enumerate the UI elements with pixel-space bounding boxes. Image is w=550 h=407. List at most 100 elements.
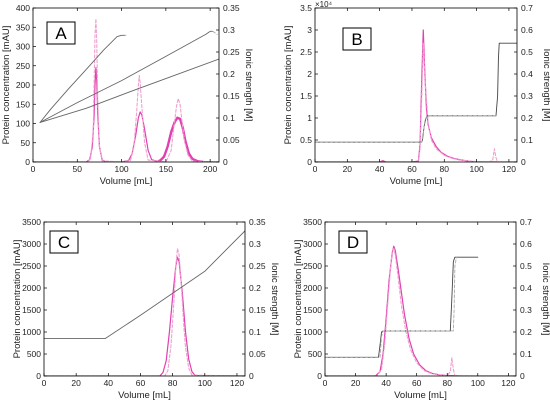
x-tick-label: 120 <box>230 378 244 388</box>
x-tick-label: 0 <box>323 378 328 388</box>
x-axis-label: Volume [mL] <box>100 176 153 187</box>
x-tick-label: 200 <box>203 164 217 174</box>
y-axis-label: Protein concentration [mAU] <box>12 240 23 359</box>
panel-C: 0 20 40 60 80 100 120 0 500 1000 1500 2000 2500 3000 3… <box>12 217 280 401</box>
y-right-tick-label: 0.2 <box>520 327 532 337</box>
y-right-axis-label: Ionic strength [M] <box>243 49 254 122</box>
ionic-strength-line-ionic-dashed <box>212 30 218 35</box>
y-tick-label: 500 <box>308 349 322 359</box>
panel-B: 0 20 40 60 80 100 120 0 0.5 1 1.5 2 2.5 3 3.5 0 0.1 0.2 0.… <box>283 0 550 187</box>
protein-line-protein-solid <box>44 256 245 376</box>
y-right-tick-label: 0.2 <box>223 69 235 79</box>
y-right-tick-label: 0 <box>521 157 526 167</box>
y-right-axis-label: Ionic strength [M] <box>269 263 280 336</box>
y-tick-label: 200 <box>16 80 30 90</box>
x-tick-label: 100 <box>198 378 212 388</box>
y-tick-label: 0 <box>317 371 322 381</box>
x-tick-label: 60 <box>407 164 417 174</box>
protein-line-protein-dashed <box>33 18 219 162</box>
y-right-tick-label: 0.6 <box>520 239 532 249</box>
x-tick-label: 80 <box>440 164 450 174</box>
x-tick-label: 40 <box>381 378 391 388</box>
protein-line-protein-solid <box>325 245 516 376</box>
y-tick-label: 2000 <box>22 283 41 293</box>
y-tick-label: 2500 <box>22 261 41 271</box>
y-tick-label: 350 <box>16 22 30 32</box>
y-tick-label: 150 <box>16 99 30 109</box>
y-right-tick-label: 0.1 <box>249 327 261 337</box>
x-tick-label: 60 <box>412 378 422 388</box>
panel-letter: A <box>55 24 67 43</box>
y-tick-label: 3 <box>307 25 312 35</box>
y-right-axis-label: Ionic strength [M] <box>540 263 550 336</box>
y-axis-label: Protein concentration [mAU] <box>293 240 304 359</box>
x-axis-label: Volume [mL] <box>118 390 171 401</box>
y-right-tick-label: 0.35 <box>223 3 240 13</box>
x-tick-label: 60 <box>136 378 146 388</box>
panel-A: 0 50 100 150 200 0 50 100 150 200 250 300 350 400 0 0.0… <box>1 3 254 187</box>
ionic-strength-line-ionic-line <box>39 58 219 123</box>
y-tick-label: 1500 <box>303 305 322 315</box>
y-right-tick-label: 0.4 <box>520 283 532 293</box>
x-axis-label: Volume [mL] <box>390 176 443 187</box>
y-right-tick-label: 0.7 <box>521 3 533 13</box>
ionic-strength-line-ionic-line <box>39 34 126 123</box>
y-right-tick-label: 0 <box>223 157 228 167</box>
y-tick-label: 2 <box>307 69 312 79</box>
ionic-strength-line-ionic-dashed <box>315 115 497 143</box>
y-right-tick-label: 0.4 <box>521 69 533 79</box>
x-tick-label: 100 <box>470 164 484 174</box>
protein-line-protein-solid-bold <box>157 116 205 162</box>
x-tick-label: 100 <box>471 378 485 388</box>
x-tick-label: 50 <box>73 164 83 174</box>
x-tick-label: 80 <box>168 378 178 388</box>
y-right-tick-label: 0.15 <box>223 91 240 101</box>
y-tick-label: 0 <box>307 157 312 167</box>
panel-letter-box <box>338 230 368 254</box>
y-tick-label: 2000 <box>303 283 322 293</box>
y-tick-label: 0.5 <box>300 135 312 145</box>
ionic-strength-line-ionic-line <box>44 230 245 340</box>
y-tick-label: 300 <box>16 42 30 52</box>
y-tick-label: 2.5 <box>300 47 312 57</box>
y-right-tick-label: 0.15 <box>249 305 266 315</box>
y-tick-label: 2500 <box>303 261 322 271</box>
y-tick-label: 1000 <box>303 327 322 337</box>
y-right-tick-label: 0.1 <box>520 349 532 359</box>
y-right-tick-label: 0.3 <box>223 25 235 35</box>
y-right-tick-label: 0.25 <box>249 261 266 271</box>
x-tick-label: 120 <box>502 164 516 174</box>
y-tick-label: 3500 <box>303 217 322 227</box>
panel-letter: C <box>58 233 70 252</box>
y-right-tick-label: 0 <box>520 371 525 381</box>
x-tick-label: 40 <box>375 164 385 174</box>
ionic-strength-line-ionic-dashed <box>325 256 457 358</box>
y-right-tick-label: 0.7 <box>520 217 532 227</box>
y-right-tick-label: 0.2 <box>249 283 261 293</box>
y-tick-label: 400 <box>16 3 30 13</box>
y-tick-label: 1 <box>307 113 312 123</box>
ionic-strength-line-ionic-line <box>39 30 214 123</box>
y-right-tick-label: 0.35 <box>249 217 266 227</box>
y-tick-label: 1500 <box>22 305 41 315</box>
x-tick-label: 0 <box>31 164 36 174</box>
series-group <box>315 29 517 162</box>
x-tick-label: 150 <box>159 164 173 174</box>
x-tick-label: 20 <box>351 378 361 388</box>
plot-frame <box>324 221 517 377</box>
y-right-tick-label: 0.1 <box>521 135 533 145</box>
x-tick-label: 0 <box>42 378 47 388</box>
panel-letter-box <box>342 27 372 51</box>
y-right-tick-label: 0.1 <box>223 113 235 123</box>
x-tick-label: 120 <box>501 378 515 388</box>
x-tick-label: 20 <box>343 164 353 174</box>
protein-line-protein-solid <box>33 67 219 162</box>
panel-letter: D <box>347 233 359 252</box>
y-right-tick-label: 0.05 <box>223 135 240 145</box>
y-tick-label: 0 <box>36 371 41 381</box>
plot-frame <box>43 221 246 377</box>
x-tick-label: 80 <box>443 378 453 388</box>
y-tick-label: 100 <box>16 119 30 129</box>
y-right-axis-label: Ionic strength [M] <box>541 49 550 122</box>
